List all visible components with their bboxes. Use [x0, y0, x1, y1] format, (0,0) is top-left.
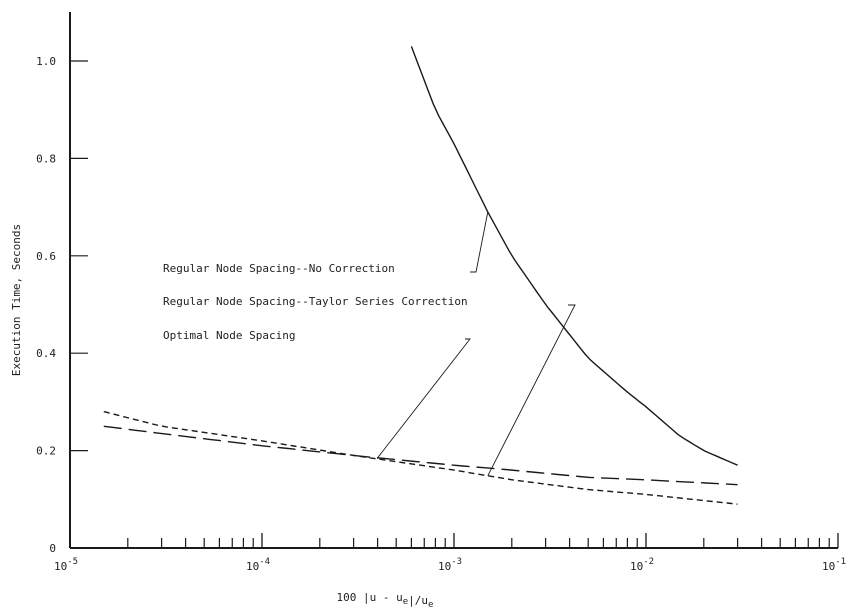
- callout-label-1: Regular Node Spacing--No Correction: [163, 262, 395, 275]
- series-lines: [103, 46, 738, 505]
- y-tick-label: 0.8: [36, 152, 56, 165]
- x-tick-label: 10-4: [246, 557, 270, 573]
- y-tick-label: 0.4: [36, 347, 56, 360]
- series-line-2: [103, 410, 738, 505]
- x-tick-label: 10-1: [822, 557, 846, 573]
- x-tick-label: 10-3: [438, 557, 462, 573]
- y-tick-label: 0.6: [36, 250, 56, 263]
- callout-leader-3: [377, 338, 471, 459]
- callout-label-2: Regular Node Spacing--Taylor Series Corr…: [163, 295, 468, 308]
- x-tick-label: 10-2: [630, 557, 654, 573]
- y-tick-label: 1.0: [36, 55, 56, 68]
- callouts: Regular Node Spacing--No Correction Regul…: [163, 211, 576, 477]
- x-axis-title: 100 |u - ue|/ue: [337, 591, 434, 607]
- ticks: 0 0.2 0.4 0.6 0.8 1.0 10-5 10-4 10-3 10-2 10-1: [36, 55, 846, 573]
- y-tick-label: 0.2: [36, 445, 56, 458]
- series-line-1: [410, 46, 738, 466]
- callout-label-3: Optimal Node Spacing: [163, 329, 295, 342]
- series-line-3: [103, 425, 738, 486]
- x-tick-label: 10-5: [54, 557, 78, 573]
- y-axis-title: Execution Time, Seconds: [10, 224, 23, 376]
- callout-leader-1: [470, 211, 489, 273]
- y-tick-label: 0: [49, 542, 56, 555]
- callout-leader-2: [487, 304, 576, 477]
